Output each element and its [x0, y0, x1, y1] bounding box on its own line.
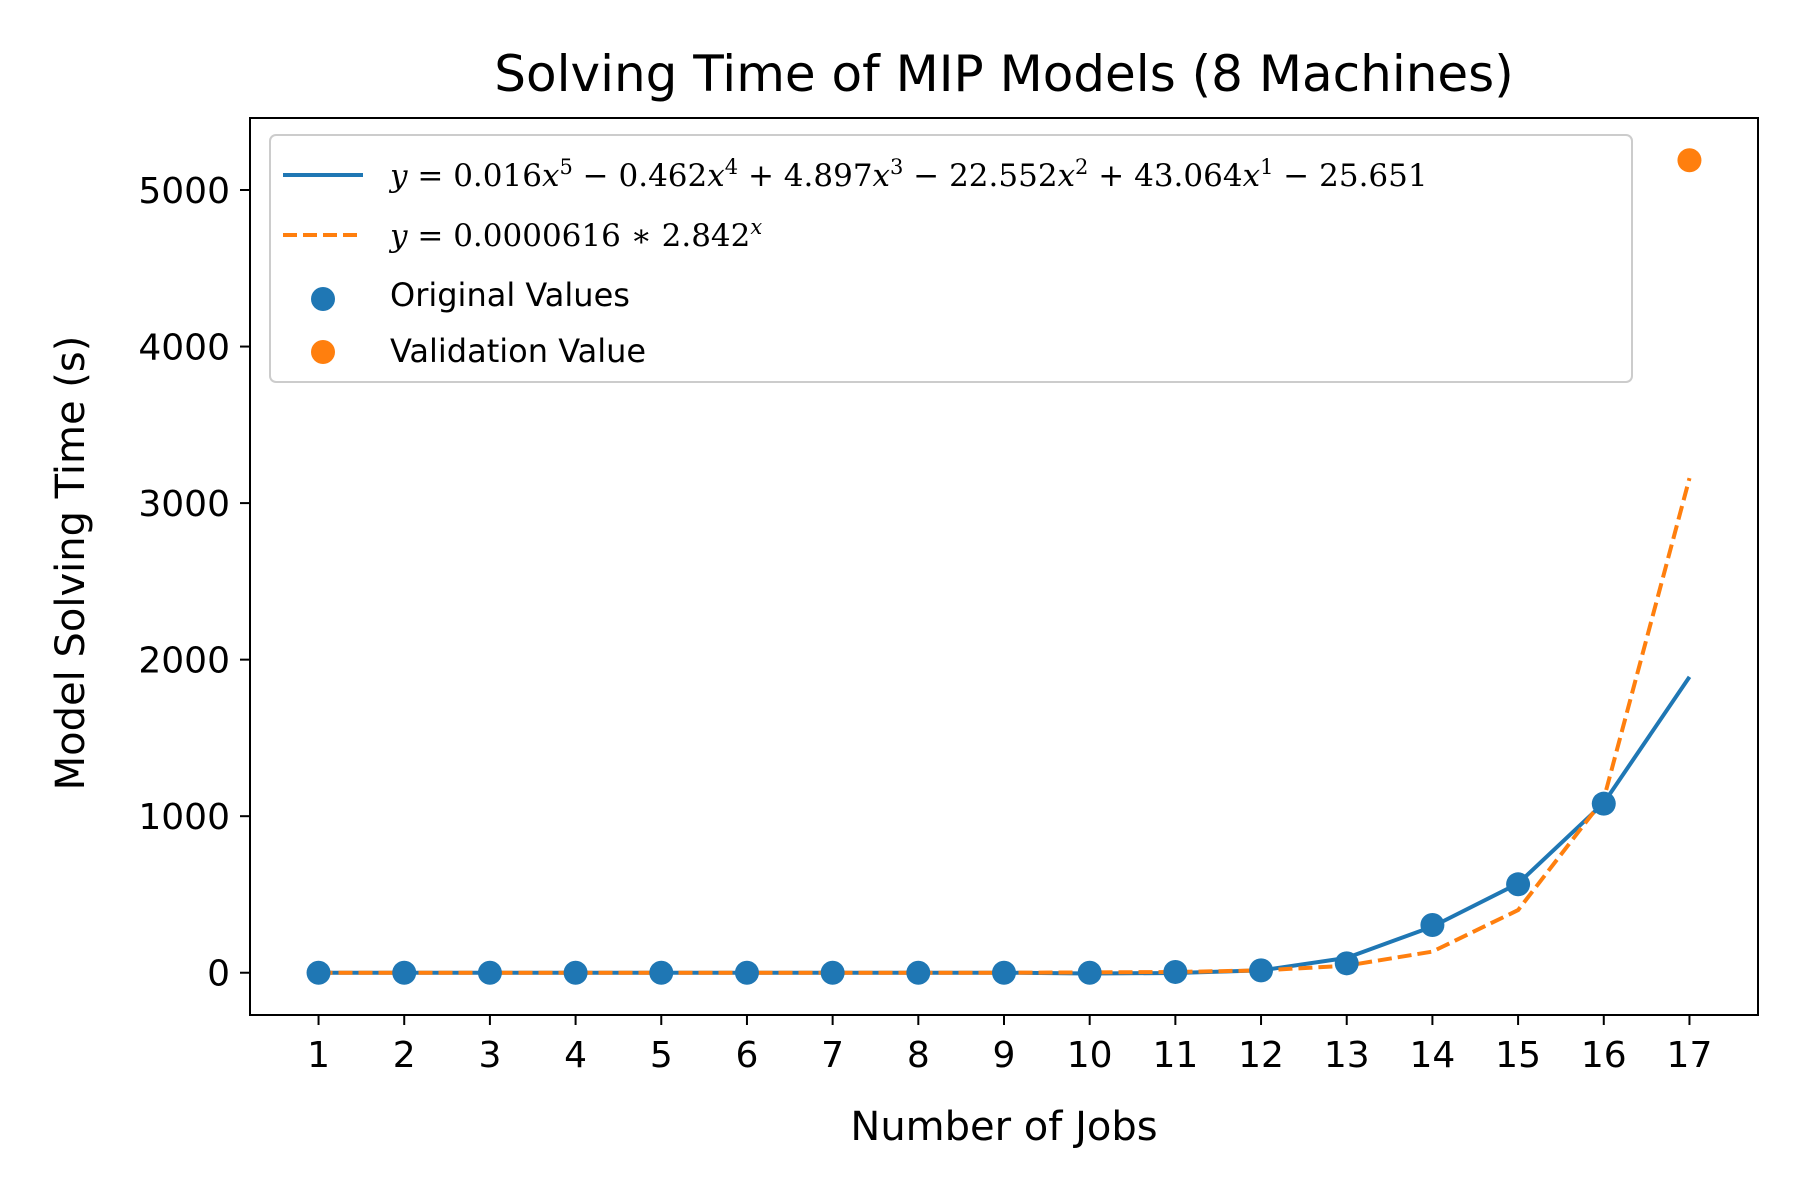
original-values-point — [906, 960, 931, 985]
original-values-point — [649, 960, 674, 985]
x-tick-label-7: 7 — [821, 1035, 844, 1076]
plot-frame — [249, 117, 1759, 1016]
x-tick-label-2: 2 — [393, 1035, 416, 1076]
x-tick-label-8: 8 — [907, 1035, 930, 1076]
axis-ticks: 1 2 3 4 5 6 7 8 9 10 11 12 13 14 15 16 17010002000300040… — [138, 171, 1712, 1076]
x-tick-label-4: 4 — [564, 1035, 587, 1076]
legend-original-marker — [311, 287, 335, 311]
x-tick-label-13: 13 — [1324, 1035, 1370, 1076]
original-values-point — [392, 960, 417, 985]
x-tick-label-12: 12 — [1238, 1035, 1284, 1076]
original-values-point — [1420, 912, 1445, 937]
y-axis-label: Model Solving Time (s) — [48, 336, 94, 791]
x-tick-label-6: 6 — [736, 1035, 759, 1076]
validation-value-point — [1677, 148, 1702, 173]
legend-poly-label: y = 0.016x5 − 0.462x4 + 4.897x3 − 22.552… — [388, 155, 1428, 194]
legend-box — [269, 134, 1633, 383]
original-values-point — [1591, 791, 1616, 816]
x-tick-label-9: 9 — [993, 1035, 1016, 1076]
chart-title: Solving Time of MIP Models (8 Machines) — [494, 45, 1513, 103]
legend-exp-label: y = 0.0000616 ∗ 2.842x — [388, 215, 762, 254]
x-tick-label-1: 1 — [307, 1035, 330, 1076]
original-values-point — [820, 960, 845, 985]
y-tick-label-1000: 1000 — [138, 797, 230, 838]
x-tick-label-17: 17 — [1667, 1035, 1713, 1076]
x-tick-label-16: 16 — [1581, 1035, 1627, 1076]
x-tick-label-15: 15 — [1495, 1035, 1541, 1076]
original-values-point — [992, 960, 1016, 985]
y-tick-label-2000: 2000 — [138, 641, 230, 682]
y-tick-label-5000: 5000 — [138, 171, 230, 212]
x-tick-label-14: 14 — [1410, 1035, 1456, 1076]
legend-validation-label: Validation Value — [390, 332, 646, 370]
original-values-point — [1077, 960, 1102, 985]
x-tick-label-3: 3 — [478, 1035, 501, 1076]
y-tick-label-3000: 3000 — [138, 484, 230, 525]
original-values-point — [477, 960, 502, 985]
y-tick-label-4000: 4000 — [138, 328, 230, 369]
original-values-point — [1334, 951, 1359, 976]
legend: y = 0.016x5 − 0.462x4 + 4.897x3 − 22.552… — [269, 134, 1633, 383]
legend-original-label: Original Values — [390, 276, 630, 314]
legend-validation-marker — [311, 340, 335, 364]
x-tick-label-10: 10 — [1067, 1035, 1113, 1076]
original-values-point — [306, 960, 331, 985]
x-axis-label: Number of Jobs — [850, 1104, 1157, 1150]
poly-fit-line — [318, 675, 1692, 976]
original-values-point — [1163, 959, 1188, 984]
x-tick-label-11: 11 — [1152, 1035, 1198, 1076]
plot-series — [306, 148, 1702, 985]
y-tick-label-0: 0 — [207, 954, 230, 995]
original-values-point — [1506, 872, 1531, 897]
original-values-point — [734, 960, 759, 985]
original-values-point — [1249, 958, 1274, 983]
x-tick-label-5: 5 — [650, 1035, 673, 1076]
original-values-point — [563, 960, 588, 985]
